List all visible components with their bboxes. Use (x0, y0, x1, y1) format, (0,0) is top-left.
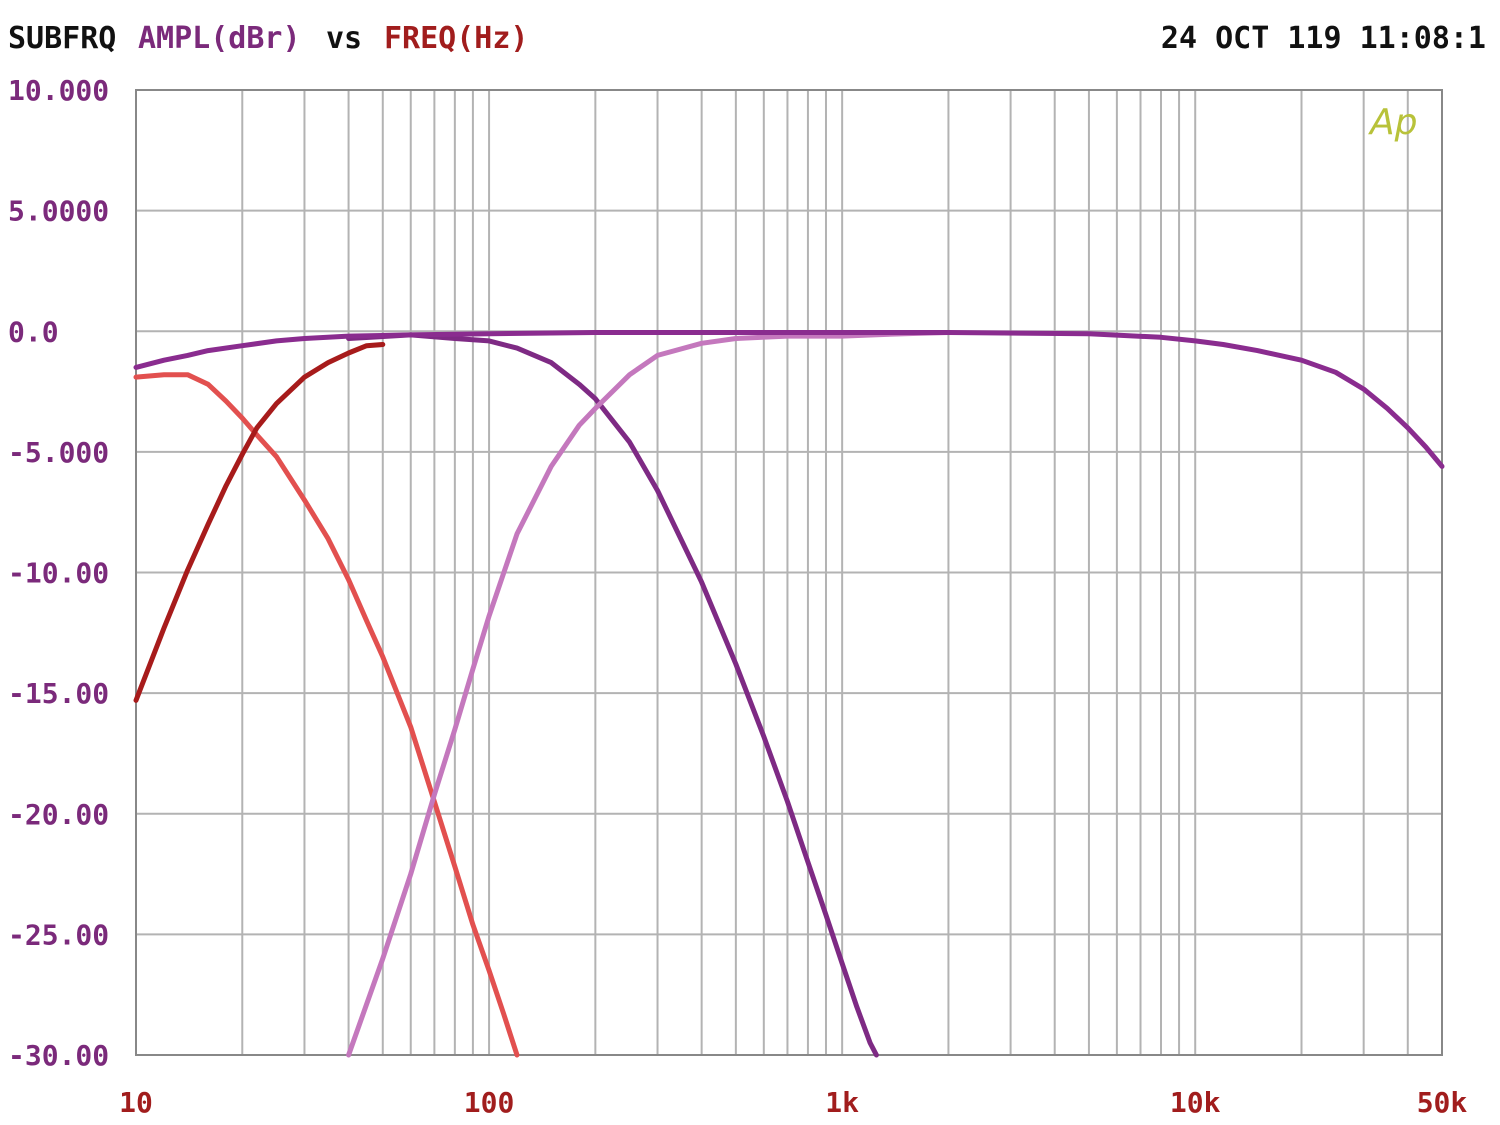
x-quantity-label: FREQ(Hz) (384, 21, 529, 56)
y-tick-label: -5.000 (8, 436, 109, 469)
y-quantity-label: AMPL(dBr) (138, 21, 301, 56)
x-tick-label: 10 (119, 1086, 153, 1119)
x-tick-label: 100 (464, 1086, 515, 1119)
y-tick-label: -30.00 (8, 1039, 109, 1072)
versus-label: vs (326, 21, 362, 56)
series-line-2 (133, 342, 386, 703)
y-tick-label: 5.0000 (8, 195, 109, 228)
y-tick-label: -15.00 (8, 677, 109, 710)
plot-frame (135, 89, 1443, 1056)
y-tick-label: 0.0 (8, 315, 59, 348)
program-name: SUBFRQ (8, 21, 116, 56)
plot-series (133, 330, 1445, 1058)
y-tick-label: 10.000 (8, 74, 109, 107)
timestamp: 24 OCT 119 11:08:1 (1161, 21, 1486, 56)
series-line-3 (346, 332, 879, 1058)
series-line-1 (133, 372, 520, 1058)
y-tick-label: -25.00 (8, 918, 109, 951)
plot-grid (135, 89, 1443, 1056)
y-tick-label: -10.00 (8, 557, 109, 590)
ap-logo: Ap (1368, 102, 1417, 143)
series-line-4 (346, 330, 951, 1058)
y-tick-label: -20.00 (8, 798, 109, 831)
y-axis-tick-labels: 10.000 5.0000 0.0 -5.000 -10.00 -15.00 -20.00 -… (8, 74, 109, 1072)
x-tick-label: 1k (825, 1086, 859, 1119)
x-tick-label: 10k (1170, 1086, 1221, 1119)
x-axis-tick-labels: 10 100 1k 10k 50k (119, 1086, 1467, 1119)
x-tick-label: 50k (1417, 1086, 1468, 1119)
series-line-5 (133, 330, 1445, 469)
